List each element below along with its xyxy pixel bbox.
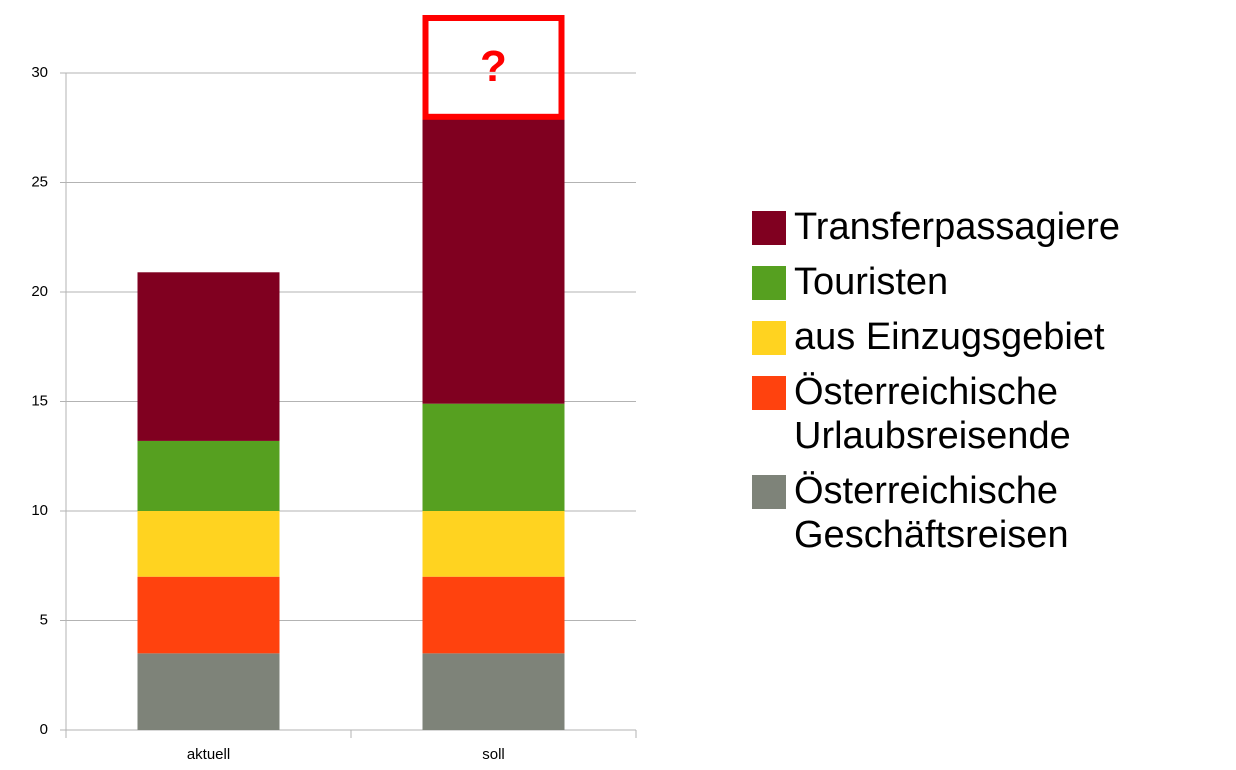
- legend-label: Touristen: [794, 261, 949, 303]
- bar-segment: [422, 116, 565, 404]
- legend-swatch: [752, 376, 786, 410]
- y-tick-label: 30: [31, 64, 48, 81]
- legend-entry: Österreichische Geschäftsreisen: [752, 469, 1202, 557]
- legend-label: Österreichische Urlaubsreisende: [794, 371, 1071, 457]
- bar-segment: [137, 272, 280, 441]
- x-tick-label: aktuell: [187, 746, 230, 763]
- bar-segment: [137, 511, 280, 577]
- y-tick-label: 15: [31, 392, 48, 409]
- bar-segment: [422, 511, 565, 577]
- legend-swatch: [752, 321, 786, 355]
- y-tick-label: 25: [31, 173, 48, 190]
- legend-swatch: [752, 211, 786, 245]
- y-tick-label: 5: [40, 611, 48, 628]
- bar-segment: [422, 403, 565, 511]
- legend-label: Österreichische Geschäftsreisen: [794, 470, 1069, 556]
- annotation: ?: [480, 42, 507, 91]
- x-tick-label: soll: [482, 746, 505, 763]
- annotation-box: [422, 15, 565, 120]
- bar-segment: [137, 440, 280, 511]
- legend-entry: Touristen: [752, 260, 1202, 304]
- legend-entry: Österreichische Urlaubsreisende: [752, 370, 1202, 458]
- bar-segment: [422, 653, 565, 730]
- bar-segment: [422, 576, 565, 654]
- y-tick-label: 0: [40, 721, 48, 738]
- legend-label: Transferpassagiere: [794, 206, 1120, 248]
- legend-entry: Transferpassagiere: [752, 205, 1202, 249]
- bar-segment: [137, 576, 280, 654]
- y-tick-label: 20: [31, 283, 48, 300]
- legend-swatch: [752, 266, 786, 300]
- y-tick-label: 10: [31, 502, 48, 519]
- legend-swatch: [752, 475, 786, 509]
- legend-label: aus Einzugsgebiet: [794, 316, 1105, 358]
- legend-entry: aus Einzugsgebiet: [752, 315, 1202, 359]
- legend: Transferpassagiere Touristen aus Einzugsge…: [752, 205, 1202, 568]
- bar-segment: [137, 653, 280, 730]
